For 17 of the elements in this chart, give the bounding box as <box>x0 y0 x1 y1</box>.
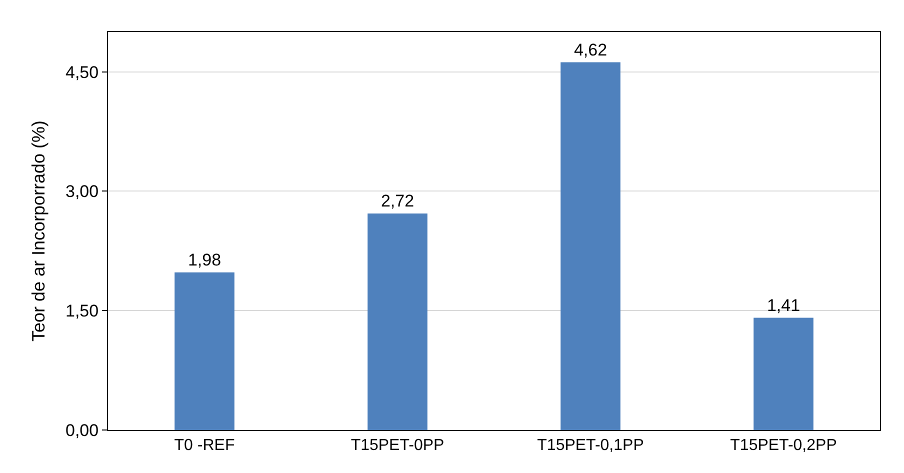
bar <box>174 272 234 430</box>
y-tick-label: 3,00 <box>66 182 99 202</box>
x-tick-label: T15PET-0PP <box>350 437 444 454</box>
x-tick-label: T15PET-0,2PP <box>730 437 837 454</box>
bar <box>368 213 428 430</box>
x-tick-label: T15PET-0,1PP <box>537 437 644 454</box>
data-label: 1,98 <box>188 250 222 270</box>
y-tick-label: 0,00 <box>66 420 99 440</box>
bar <box>754 318 814 430</box>
data-label: 2,72 <box>380 191 414 210</box>
x-tick-label: T0 -REF <box>174 437 235 454</box>
y-axis-title: Teor de ar Incorporrado (%) <box>28 120 49 342</box>
y-tick-label: 1,50 <box>66 302 99 321</box>
y-tick-label: 4,50 <box>66 62 99 82</box>
data-label: 1,41 <box>766 296 800 315</box>
data-label: 4,62 <box>574 40 608 60</box>
bar <box>560 62 620 430</box>
